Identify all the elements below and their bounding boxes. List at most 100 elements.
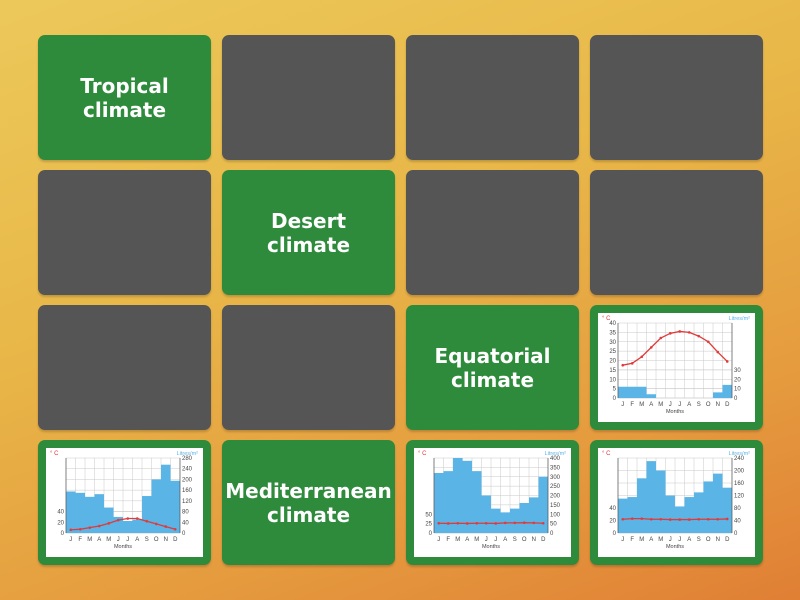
precipitation-bar xyxy=(142,496,152,533)
precip-tick-label: 0 xyxy=(734,396,738,402)
month-label: S xyxy=(513,537,517,543)
temperature-point xyxy=(154,522,158,526)
hidden-card[interactable] xyxy=(222,35,395,160)
precip-unit-label: Litres/m² xyxy=(177,451,199,457)
climate-chart-card[interactable]: 0 5 10 15 20 25 30 35 40 0 10 20 30 J F M A M J J A S O N D Month… xyxy=(590,305,763,430)
x-axis-label: Months xyxy=(482,544,500,550)
hidden-card[interactable] xyxy=(406,170,579,295)
precipitation-bar xyxy=(75,492,85,533)
precip-tick-label: 200 xyxy=(734,469,745,475)
month-label: A xyxy=(135,537,139,543)
temperature-point xyxy=(659,336,663,340)
temp-tick-label: 0 xyxy=(613,396,617,402)
precip-tick-label: 80 xyxy=(734,506,741,512)
temperature-point xyxy=(630,362,634,365)
temperature-point xyxy=(97,524,101,528)
hidden-card[interactable] xyxy=(590,170,763,295)
temperature-point xyxy=(465,522,469,525)
precip-tick-label: 200 xyxy=(550,494,561,500)
hidden-card[interactable] xyxy=(222,305,395,430)
precip-tick-label: 40 xyxy=(182,520,189,526)
temperature-line xyxy=(622,330,728,366)
precip-tick-label: 120 xyxy=(182,499,193,505)
hidden-card[interactable] xyxy=(38,170,211,295)
temperature-point xyxy=(513,521,517,525)
temperature-point xyxy=(88,526,92,529)
precip-unit-label: Litres/m² xyxy=(729,451,751,457)
month-label: F xyxy=(630,537,634,543)
precipitation-bar xyxy=(627,497,637,533)
temperature-line xyxy=(438,522,544,525)
temperature-point xyxy=(725,517,729,521)
month-label: M xyxy=(474,537,479,543)
temperature-point xyxy=(503,521,507,525)
text-card[interactable]: Tropical climate xyxy=(38,35,211,160)
precip-tick-label: 100 xyxy=(550,512,561,518)
temperature-point xyxy=(640,517,644,520)
month-label: J xyxy=(669,537,672,543)
card-grid: Tropical climate Desert climate Equatorial… xyxy=(38,35,763,565)
precip-tick-label: 300 xyxy=(550,475,561,481)
temperature-point xyxy=(706,340,710,344)
temp-tick-label: 30 xyxy=(609,340,616,346)
hidden-card[interactable] xyxy=(590,35,763,160)
month-label: J xyxy=(494,537,497,543)
precipitation-bar xyxy=(66,491,76,533)
month-label: J xyxy=(126,537,129,543)
x-axis-label: Months xyxy=(114,544,132,550)
climate-chart-card[interactable]: 0 20 40 0 40 80 120 160 200 240 J F M A M J J A S O N D Months… xyxy=(590,440,763,565)
text-card[interactable]: Equatorial climate xyxy=(406,305,579,430)
temperature-point xyxy=(649,346,653,349)
temperature-point xyxy=(640,355,644,359)
card-label: Mediterranean climate xyxy=(225,478,392,527)
month-label: A xyxy=(97,537,101,543)
temperature-point xyxy=(532,521,536,525)
temperature-point xyxy=(659,517,663,521)
text-card[interactable]: Desert climate xyxy=(222,170,395,295)
temp-unit-label: ° C xyxy=(50,451,59,457)
precip-tick-label: 80 xyxy=(182,510,189,516)
month-label: D xyxy=(725,537,730,543)
month-label: S xyxy=(145,537,149,543)
temperature-point xyxy=(649,517,653,521)
precipitation-bar xyxy=(637,478,647,533)
precipitation-bar xyxy=(94,494,104,533)
hidden-card[interactable] xyxy=(38,305,211,430)
climate-chart-card[interactable]: 0 20 40 0 40 80 120 160 200 240 280 J F M A M J J A S O N D Mon… xyxy=(38,440,211,565)
precipitation-bar xyxy=(161,464,171,533)
precipitation-bar xyxy=(646,394,656,398)
precipitation-bar xyxy=(627,386,637,398)
precipitation-bar xyxy=(443,471,453,533)
month-label: J xyxy=(485,537,488,543)
month-label: F xyxy=(78,537,82,543)
month-label: A xyxy=(687,402,691,408)
temperature-point xyxy=(475,521,479,525)
month-label: M xyxy=(658,537,663,543)
month-label: D xyxy=(173,537,178,543)
hidden-card[interactable] xyxy=(406,35,579,160)
temperature-point xyxy=(522,521,526,524)
temperature-point xyxy=(621,517,625,521)
precip-tick-label: 400 xyxy=(550,456,561,462)
x-axis-label: Months xyxy=(666,409,684,415)
climate-chart-card[interactable]: 0 25 50 0 50 100 150 200 250 300 350 400 J F M A M J J A S O N… xyxy=(406,440,579,565)
precipitation-bar xyxy=(713,392,723,398)
precipitation-bar xyxy=(722,384,732,398)
temperature-point xyxy=(116,518,120,522)
climate-chart: 0 5 10 15 20 25 30 35 40 0 10 20 30 J F M A M J J A S O N D Month… xyxy=(598,313,755,422)
card-label: Equatorial climate xyxy=(434,343,551,392)
precip-tick-label: 50 xyxy=(550,522,557,528)
month-label: M xyxy=(455,537,460,543)
temperature-point xyxy=(697,334,701,338)
climate-chart: 0 20 40 0 40 80 120 160 200 240 280 J F M A M J J A S O N D Mon… xyxy=(46,448,203,557)
precip-tick-label: 150 xyxy=(550,503,561,509)
precip-tick-label: 160 xyxy=(734,481,745,487)
text-card[interactable]: Mediterranean climate xyxy=(222,440,395,565)
precipitation-bar xyxy=(618,386,628,398)
temperature-point xyxy=(135,517,139,520)
month-label: O xyxy=(522,537,527,543)
temp-tick-label: 0 xyxy=(613,531,617,537)
